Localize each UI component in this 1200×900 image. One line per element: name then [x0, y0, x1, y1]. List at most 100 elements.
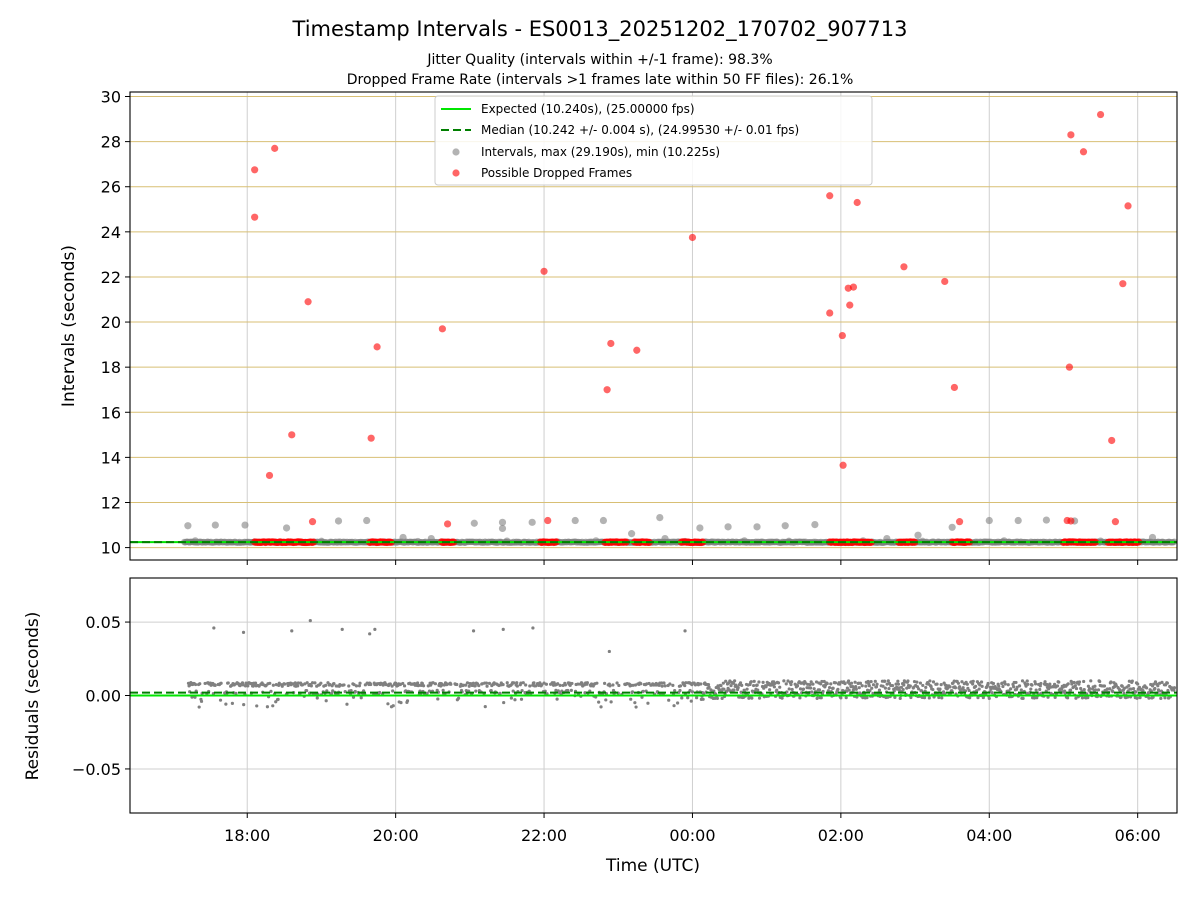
- residual-point: [357, 684, 362, 688]
- interval-point: [696, 524, 704, 532]
- residual-point: [808, 686, 813, 690]
- residual-point: [952, 679, 956, 683]
- residual-point: [772, 685, 776, 689]
- residual-point: [785, 690, 789, 694]
- residual-point: [724, 679, 728, 683]
- residual-point: [808, 683, 812, 687]
- residual-point: [960, 680, 964, 684]
- residual-point: [956, 681, 960, 685]
- dropped-frame-point: [1067, 517, 1075, 525]
- residual-point: [940, 696, 944, 700]
- residual-point: [680, 696, 684, 700]
- residual-point: [738, 681, 743, 685]
- residual-point: [886, 679, 890, 683]
- residual-point: [1102, 684, 1107, 688]
- residual-point: [353, 689, 357, 694]
- x-tick-label: 02:00: [818, 826, 864, 845]
- residual-point: [309, 684, 313, 688]
- dropped-frame-point: [367, 434, 375, 442]
- residual-point: [198, 682, 202, 686]
- residual-point: [445, 682, 449, 686]
- residual-point: [1015, 685, 1019, 689]
- residual-point: [883, 686, 887, 690]
- residual-point: [979, 680, 984, 684]
- residual-point: [631, 683, 635, 687]
- residual-point: [782, 679, 786, 683]
- x-tick-label: 00:00: [669, 826, 715, 845]
- dropped-frame-point: [839, 461, 847, 469]
- residual-point: [212, 626, 216, 630]
- residual-point: [433, 682, 438, 686]
- intervals-y-tick-label: 14: [101, 448, 121, 467]
- residual-point: [401, 681, 405, 686]
- interval-point: [282, 524, 291, 532]
- dropped-frame-point: [544, 516, 552, 525]
- residual-point: [676, 701, 680, 705]
- legend-expected-label: Expected (10.240s), (25.00000 fps): [481, 102, 695, 116]
- interval-point: [753, 523, 761, 531]
- residual-point: [441, 688, 445, 692]
- residual-point: [890, 683, 895, 688]
- residual-point: [603, 681, 607, 685]
- residual-point: [456, 696, 461, 700]
- residual-point: [1033, 682, 1038, 686]
- residual-point: [1127, 679, 1131, 683]
- dropped-frame-point: [853, 198, 861, 207]
- residual-point: [699, 682, 703, 686]
- residual-point: [555, 697, 559, 701]
- intervals-y-tick-label: 18: [101, 358, 121, 377]
- dropped-frame-point: [900, 263, 908, 271]
- residual-point: [957, 685, 962, 689]
- residual-point: [873, 679, 877, 683]
- residual-point: [218, 698, 223, 702]
- residual-point: [255, 704, 259, 708]
- residual-point: [1127, 683, 1131, 688]
- residual-point: [1098, 679, 1102, 684]
- residual-point: [378, 690, 382, 695]
- interval-point: [427, 534, 435, 543]
- residual-point: [678, 684, 683, 688]
- residual-point: [667, 698, 671, 702]
- residual-point: [1055, 684, 1060, 688]
- residual-point: [524, 683, 528, 687]
- residual-point: [903, 680, 907, 684]
- residuals-y-tick-label: −0.05: [72, 760, 121, 779]
- residual-point: [545, 692, 549, 696]
- residual-point: [825, 681, 829, 686]
- residual-point: [290, 629, 294, 633]
- residual-point: [901, 687, 905, 692]
- intervals-y-tick-label: 20: [101, 313, 121, 332]
- residual-point: [668, 682, 672, 686]
- top-y-axis-label: Intervals (seconds): [59, 245, 79, 407]
- residual-point: [388, 682, 392, 686]
- residual-point: [967, 688, 971, 693]
- residual-point: [1147, 696, 1151, 700]
- dropped-frame-point: [288, 431, 296, 439]
- residual-point: [809, 680, 813, 684]
- dropped-frame-point: [941, 277, 949, 286]
- residual-point: [1045, 682, 1049, 687]
- residual-point: [755, 683, 759, 687]
- residual-point: [340, 627, 344, 632]
- residual-point: [455, 682, 459, 687]
- residual-point: [1153, 686, 1157, 691]
- residual-point: [368, 632, 372, 636]
- residual-point: [303, 682, 307, 686]
- residual-point: [246, 684, 250, 688]
- residual-point: [1066, 682, 1070, 686]
- residual-point: [576, 682, 580, 686]
- residual-point: [492, 681, 496, 685]
- intervals-y-tick-label: 24: [101, 223, 121, 242]
- intervals-y-tick-label: 26: [101, 178, 121, 197]
- residual-point: [1096, 688, 1101, 692]
- residual-point: [230, 701, 234, 705]
- residual-point: [519, 697, 524, 701]
- intervals-y-tick-label: 22: [101, 268, 121, 287]
- residual-point: [864, 684, 868, 688]
- residual-point: [197, 705, 201, 709]
- residual-point: [308, 618, 312, 623]
- residual-point: [1108, 687, 1112, 691]
- residual-point: [938, 687, 942, 691]
- residual-point: [953, 686, 958, 690]
- interval-point: [724, 523, 732, 531]
